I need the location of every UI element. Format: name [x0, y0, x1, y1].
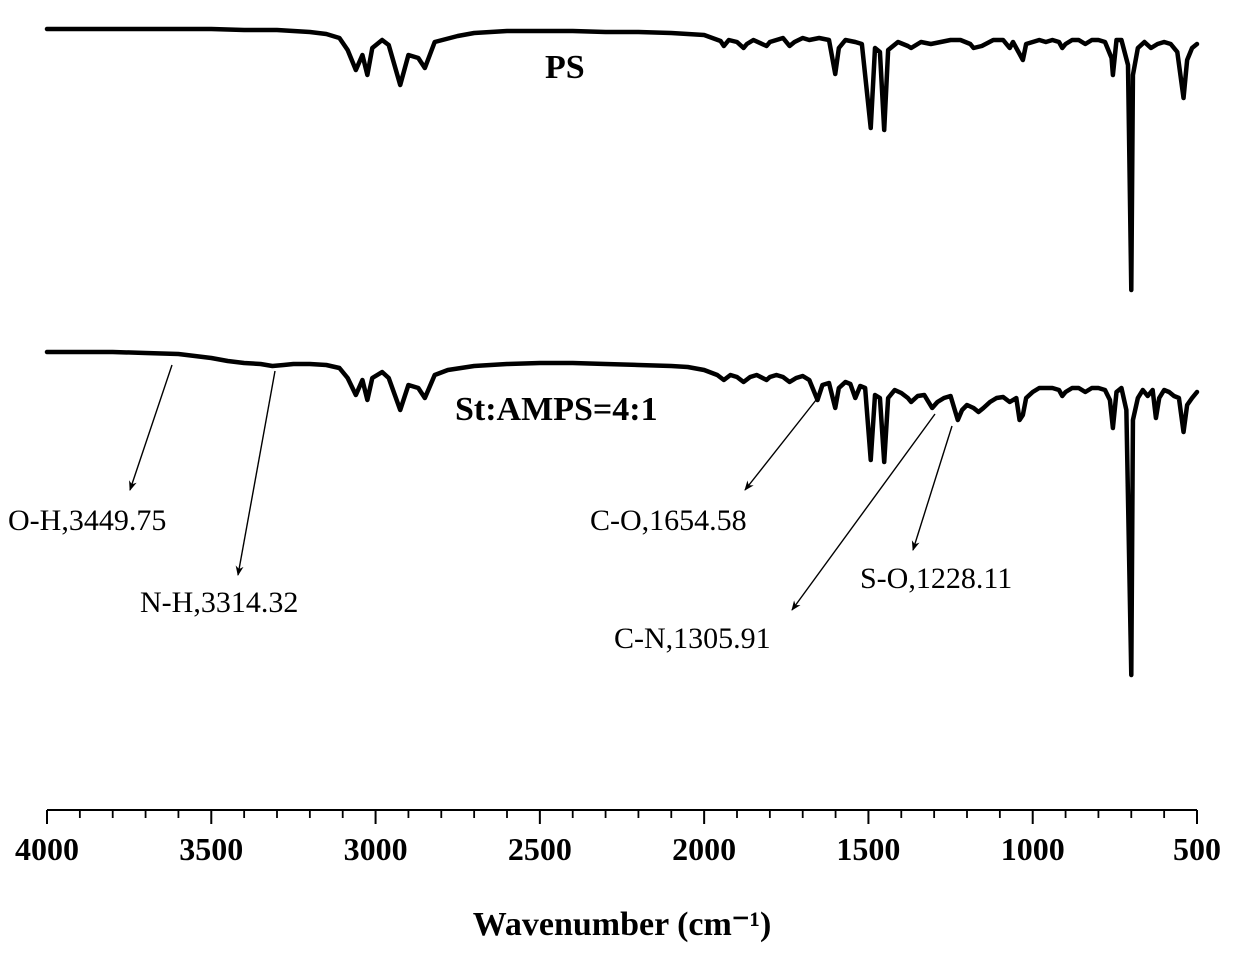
peak-annotation-label: N-H,3314.32 [140, 586, 298, 619]
x-tick-label: 2500 [508, 831, 572, 867]
spectra-lines [47, 29, 1197, 675]
annotation-arrow [238, 371, 275, 575]
x-tick-label: 3000 [344, 831, 408, 867]
chart-svg: 4000 3500 3000 2500 2000 1500 1000 500 PS St:AMP… [0, 0, 1240, 973]
x-tick-label: 3500 [179, 831, 243, 867]
x-tick-label: 500 [1173, 831, 1221, 867]
x-tick-label: 1000 [1001, 831, 1065, 867]
series-labels: PS St:AMPS=4:1 [455, 49, 658, 428]
series-label: PS [545, 49, 585, 86]
x-axis-label: Wavenumber (cm⁻¹) [473, 906, 772, 943]
peak-annotation-label: S-O,1228.11 [860, 562, 1012, 595]
peak-annotation-label: O-H,3449.75 [8, 504, 166, 537]
annotation-arrow [745, 395, 820, 490]
spectrum-line [47, 29, 1197, 290]
ftir-chart: 4000 3500 3000 2500 2000 1500 1000 500 PS St:AMP… [0, 0, 1240, 973]
annotation-arrow [913, 426, 952, 550]
x-tick-label: 2000 [672, 831, 736, 867]
x-tick-label: 4000 [15, 831, 79, 867]
peak-annotation-label: C-O,1654.58 [590, 504, 747, 537]
annotation-arrow [130, 365, 172, 490]
x-axis: 4000 3500 3000 2500 2000 1500 1000 500 [15, 810, 1221, 867]
series-label: St:AMPS=4:1 [455, 391, 658, 428]
x-tick-label: 1500 [836, 831, 900, 867]
peak-annotation-label: C-N,1305.91 [614, 622, 771, 655]
